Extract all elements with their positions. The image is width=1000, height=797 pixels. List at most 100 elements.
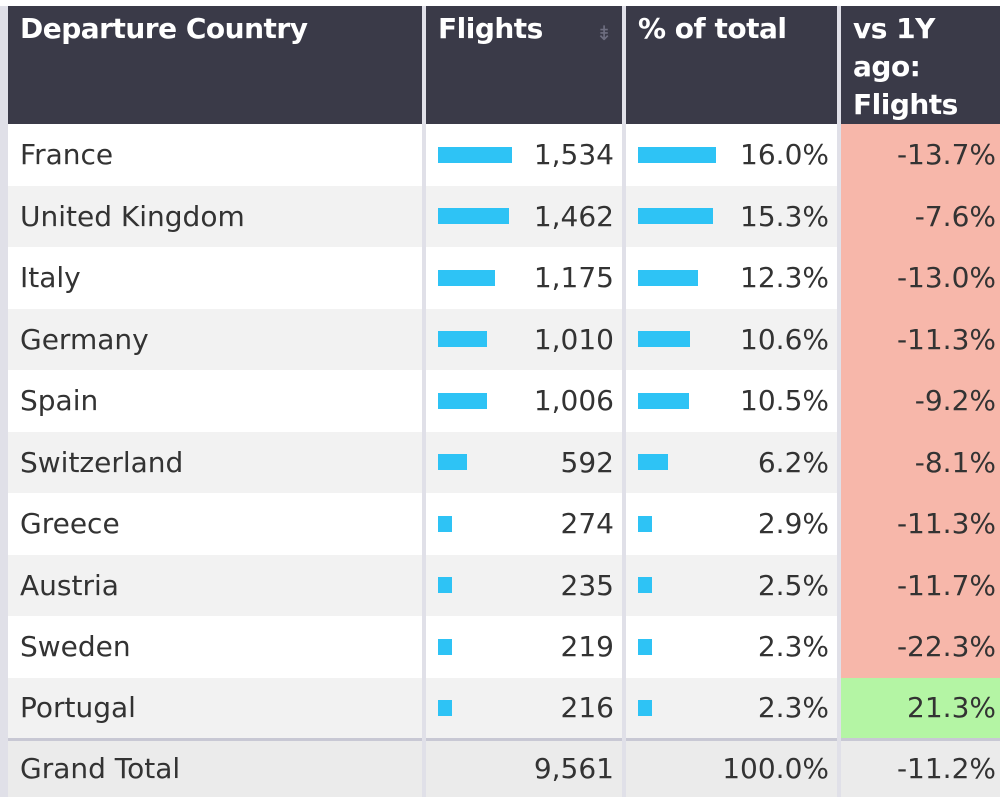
table-row[interactable]: Germany 1,010 10.6% -11.3%	[0, 308, 1000, 370]
flights-value: 235	[560, 568, 614, 602]
pct-value: 2.5%	[757, 568, 829, 602]
table-row[interactable]: France 1,534 16.0% -13.7%	[0, 124, 1000, 186]
flights-cell: 1,175	[422, 247, 624, 309]
flights-value: 216	[560, 691, 614, 724]
grand-total-flights: 9,561	[422, 737, 624, 797]
flights-bar	[438, 454, 467, 471]
country-cell: France	[0, 124, 424, 186]
flights-cell: 1,534	[422, 124, 624, 186]
grand-total-label: Grand Total	[0, 737, 424, 797]
table-row[interactable]: Sweden 219 2.3% -22.3%	[0, 616, 1000, 678]
column-header-label: % of total	[638, 12, 787, 45]
country-cell: Italy	[0, 247, 424, 309]
pct-of-total-cell: 12.3%	[622, 247, 839, 309]
flights-bar	[438, 331, 487, 348]
grand-total-row: Grand Total 9,561 100.0% -11.2%	[0, 737, 1000, 797]
pct-of-total-cell: 2.3%	[622, 677, 839, 739]
flights-value: 1,175	[533, 261, 614, 295]
header-row: Departure Country Flights ⇟ % of total v…	[0, 6, 1000, 124]
column-header-label: Flights	[438, 12, 543, 45]
yoy-change-cell: -11.3%	[837, 308, 1000, 370]
country-cell: Austria	[0, 554, 424, 616]
grand-total-pct: 100.0%	[622, 737, 839, 797]
column-header-pct-of-total[interactable]: % of total	[622, 6, 839, 124]
flights-cell: 216	[422, 677, 624, 739]
pct-bar	[638, 577, 652, 594]
flights-bar	[438, 208, 509, 225]
pct-bar	[638, 392, 689, 409]
flights-value: 1,462	[533, 199, 614, 233]
pct-of-total-cell: 15.3%	[622, 185, 839, 247]
yoy-change-cell: -13.0%	[837, 247, 1000, 309]
pct-value: 2.9%	[757, 507, 829, 541]
table-row[interactable]: United Kingdom 1,462 15.3% -7.6%	[0, 185, 1000, 247]
country-cell: Germany	[0, 308, 424, 370]
sort-descending-icon[interactable]: ⇟	[595, 21, 613, 45]
flights-bar	[438, 577, 452, 594]
yoy-change-cell: -11.3%	[837, 493, 1000, 555]
flights-bar	[438, 269, 495, 286]
table-row[interactable]: Greece 274 2.9% -11.3%	[0, 493, 1000, 555]
flights-value: 274	[560, 507, 614, 541]
flights-bar	[438, 638, 452, 655]
pct-of-total-cell: 10.5%	[622, 370, 839, 432]
flights-by-country-table: Departure Country Flights ⇟ % of total v…	[0, 6, 1000, 797]
flights-cell: 1,006	[422, 370, 624, 432]
pct-value: 12.3%	[740, 261, 829, 295]
pct-value: 2.3%	[757, 630, 829, 664]
flights-value: 1,006	[533, 384, 614, 418]
pct-bar	[638, 208, 713, 225]
column-header-vs-1y-ago[interactable]: vs 1Y ago: Flights	[837, 6, 1000, 124]
flights-value: 1,010	[533, 322, 614, 356]
flights-cell: 219	[422, 616, 624, 678]
pct-value: 6.2%	[757, 445, 829, 479]
pct-bar	[638, 515, 652, 532]
flights-cell: 1,010	[422, 308, 624, 370]
country-cell: United Kingdom	[0, 185, 424, 247]
table-row[interactable]: Italy 1,175 12.3% -13.0%	[0, 247, 1000, 309]
table-row[interactable]: Spain 1,006 10.5% -9.2%	[0, 370, 1000, 432]
pct-bar	[638, 269, 698, 286]
flights-bar	[438, 392, 487, 409]
pct-of-total-cell: 2.5%	[622, 554, 839, 616]
pct-bar	[638, 331, 690, 348]
column-header-label: Departure Country	[20, 12, 308, 45]
pct-of-total-cell: 2.3%	[622, 616, 839, 678]
yoy-change-cell: -11.7%	[837, 554, 1000, 616]
grand-total-yoy: -11.2%	[837, 737, 1000, 797]
yoy-change-cell: -8.1%	[837, 431, 1000, 493]
pct-value: 2.3%	[757, 691, 829, 724]
flights-value: 1,534	[533, 138, 614, 172]
pct-of-total-cell: 10.6%	[622, 308, 839, 370]
pct-of-total-cell: 6.2%	[622, 431, 839, 493]
table-body: France 1,534 16.0% -13.7% United Kingdom 1,46…	[0, 124, 1000, 739]
column-header-label: vs 1Y ago: Flights	[853, 12, 958, 121]
column-header-departure-country[interactable]: Departure Country	[0, 6, 424, 124]
pct-bar	[638, 146, 716, 163]
flights-value: 219	[560, 630, 614, 664]
table-row[interactable]: Switzerland 592 6.2% -8.1%	[0, 431, 1000, 493]
flights-cell: 235	[422, 554, 624, 616]
flights-bar	[438, 699, 452, 716]
flights-bar	[438, 146, 512, 163]
country-cell: Sweden	[0, 616, 424, 678]
table-row[interactable]: Portugal 216 2.3% 21.3%	[0, 677, 1000, 739]
country-cell: Switzerland	[0, 431, 424, 493]
table-row[interactable]: Austria 235 2.5% -11.7%	[0, 554, 1000, 616]
yoy-change-cell: -9.2%	[837, 370, 1000, 432]
flights-cell: 1,462	[422, 185, 624, 247]
flights-bar	[438, 515, 452, 532]
country-cell: Greece	[0, 493, 424, 555]
yoy-change-cell: -13.7%	[837, 124, 1000, 186]
flights-cell: 274	[422, 493, 624, 555]
country-cell: Portugal	[0, 677, 424, 739]
yoy-change-cell: -7.6%	[837, 185, 1000, 247]
pct-value: 16.0%	[740, 138, 829, 172]
pct-bar	[638, 699, 652, 716]
pct-value: 10.5%	[740, 384, 829, 418]
yoy-change-cell: -22.3%	[837, 616, 1000, 678]
pct-bar	[638, 638, 652, 655]
column-header-flights[interactable]: Flights ⇟	[422, 6, 624, 124]
pct-of-total-cell: 2.9%	[622, 493, 839, 555]
pct-value: 10.6%	[740, 322, 829, 356]
